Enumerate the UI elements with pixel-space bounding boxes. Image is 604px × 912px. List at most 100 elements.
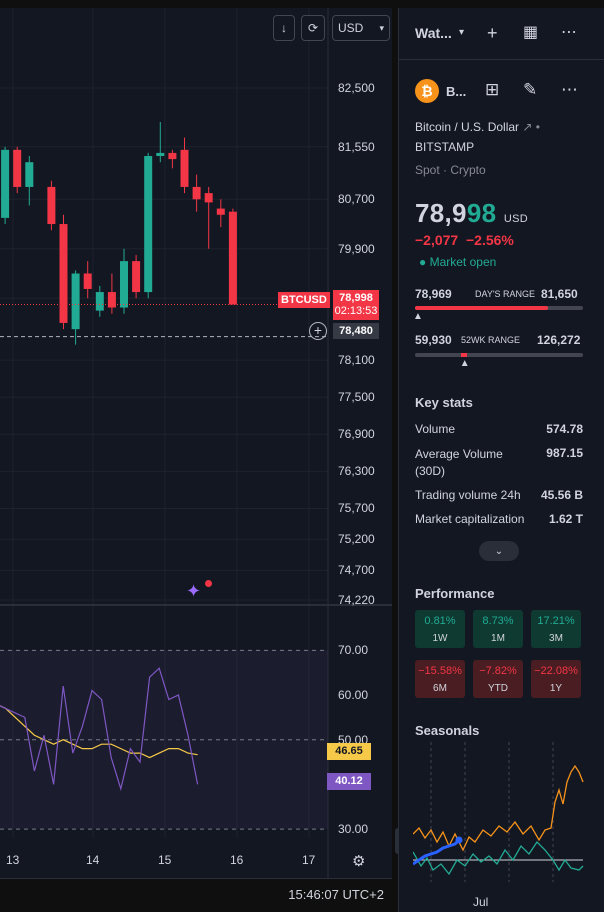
line-price-tag: 78,480 bbox=[333, 323, 379, 339]
chart-settings-icon[interactable]: ⚙ bbox=[352, 853, 366, 870]
instrument-type: Spot · Crypto bbox=[415, 163, 486, 177]
expand-stats-button[interactable]: ⌄ bbox=[479, 541, 519, 561]
time-axis-label: 14 bbox=[86, 853, 100, 867]
add-symbol-icon[interactable]: + bbox=[487, 23, 498, 43]
perf-period: 1Y bbox=[549, 683, 563, 694]
bottom-bar: 15:46:07 UTC+2 bbox=[0, 878, 392, 912]
more-options-icon[interactable]: ⋯ bbox=[561, 24, 577, 41]
stat-label: Average Volume (30D) bbox=[415, 447, 503, 478]
add-alert-icon[interactable]: + bbox=[309, 322, 327, 340]
top-strip bbox=[0, 0, 604, 8]
wk-range-marker-icon: ▲ bbox=[459, 358, 470, 369]
candle-body bbox=[216, 208, 225, 215]
price-axis-label: 74,700 bbox=[338, 563, 375, 578]
watchlist-title[interactable]: Wat... bbox=[415, 25, 452, 41]
edit-icon[interactable]: ✎ bbox=[523, 80, 538, 99]
candle-body bbox=[25, 162, 34, 187]
chart-pane[interactable]: ↓ ⟳ USD ▾ 82,50081,55080,70079,90079,100… bbox=[0, 8, 392, 878]
perf-tile-6m[interactable]: −15.58% 6M bbox=[415, 660, 465, 698]
perf-tile-1y[interactable]: −22.08% 1Y bbox=[531, 660, 581, 698]
perf-tile-1w[interactable]: 0.81% 1W bbox=[415, 610, 465, 648]
seasonals-current-point bbox=[455, 836, 463, 844]
stat-row: Volume 574.78 bbox=[415, 422, 583, 436]
price-axis-label: 76,300 bbox=[338, 464, 375, 479]
perf-period: 1M bbox=[491, 633, 505, 644]
perf-value: −15.58% bbox=[418, 665, 462, 677]
download-icon[interactable]: ↓ bbox=[273, 15, 295, 41]
day-range-bar bbox=[415, 306, 583, 310]
status-dot-icon: ● bbox=[419, 255, 427, 269]
candle-body bbox=[13, 149, 22, 187]
perf-period: 1W bbox=[432, 633, 448, 644]
stat-value: 987.15 bbox=[546, 446, 583, 460]
symbol-name[interactable]: Bitcoin / U.S. Dollar bbox=[415, 120, 520, 134]
more-options-icon[interactable]: ⋯ bbox=[561, 80, 578, 99]
change-row: −2,077 −2.56% bbox=[415, 232, 514, 248]
bitcoin-logo-icon: ₿ bbox=[415, 79, 439, 103]
pane-divider[interactable] bbox=[392, 8, 398, 912]
perf-period: YTD bbox=[488, 683, 508, 694]
symbol-short[interactable]: B... bbox=[446, 84, 467, 99]
price-chart[interactable] bbox=[0, 8, 392, 878]
price-display: 78,998 USD bbox=[415, 198, 528, 229]
candle-body bbox=[192, 186, 201, 200]
price-axis-label: 75,200 bbox=[338, 532, 375, 547]
rsi-axis-label: 70.00 bbox=[338, 643, 369, 658]
perf-tile-1m[interactable]: 8.73% 1M bbox=[473, 610, 523, 648]
seasonals-month-label: Jul bbox=[473, 895, 489, 909]
wk-range-label: 52WK RANGE bbox=[461, 335, 521, 345]
candle-body bbox=[180, 149, 189, 187]
price-axis-label: 76,900 bbox=[338, 427, 375, 442]
candles bbox=[1, 122, 237, 345]
seasonals-line-green bbox=[413, 840, 584, 876]
currency-value: USD bbox=[338, 21, 364, 35]
last-price: 78,998 bbox=[339, 292, 373, 304]
wk-range-bar bbox=[415, 353, 583, 357]
rsi-axis-label: 60.00 bbox=[338, 688, 369, 703]
table-view-icon[interactable]: ▦ bbox=[523, 24, 539, 41]
candle-body bbox=[156, 152, 165, 157]
perf-value: 8.73% bbox=[482, 615, 514, 627]
stat-value: 1.62 T bbox=[548, 512, 583, 526]
external-link-icon[interactable]: ↗ bbox=[522, 120, 533, 134]
exchange[interactable]: BITSTAMP bbox=[415, 140, 475, 154]
market-status[interactable]: Market open bbox=[429, 255, 497, 269]
price-axis-label: 74,220 bbox=[338, 593, 375, 607]
rsi-ma-line bbox=[0, 705, 198, 759]
price-axis-label: 82,500 bbox=[338, 81, 375, 95]
price-currency: USD bbox=[503, 213, 528, 225]
perf-tile-3m[interactable]: 17.21% 3M bbox=[531, 610, 581, 648]
seasonals-chart[interactable] bbox=[413, 742, 593, 892]
rsi-ma-tag: 46.65 bbox=[327, 743, 371, 760]
perf-value: −7.82% bbox=[479, 665, 517, 677]
symbol-name-row: Bitcoin / U.S. Dollar ↗ • bbox=[415, 120, 540, 134]
wk-range-segment bbox=[460, 353, 467, 357]
currency-select[interactable]: USD ▾ bbox=[332, 15, 390, 41]
key-stats-title: Key stats bbox=[415, 395, 473, 410]
price-change-pct: −2.56% bbox=[466, 232, 514, 248]
candle-body bbox=[107, 292, 116, 308]
chevron-down-icon[interactable]: ▾ bbox=[459, 27, 465, 38]
refresh-icon[interactable]: ⟳ bbox=[301, 15, 325, 41]
candle-body bbox=[1, 149, 10, 218]
stat-label: Trading volume 24h bbox=[415, 488, 521, 502]
chart-grid bbox=[0, 8, 392, 878]
perf-tile-ytd[interactable]: −7.82% YTD bbox=[473, 660, 523, 698]
layout-grid-icon[interactable]: ⊞ bbox=[485, 80, 500, 99]
chevron-down-icon: ⌄ bbox=[494, 545, 504, 557]
candle-body bbox=[95, 292, 104, 311]
ai-sparkle-icon[interactable]: ✦ bbox=[186, 581, 202, 601]
day-range-label: DAY'S RANGE bbox=[475, 289, 536, 299]
price-axis-label: 78,100 bbox=[338, 353, 375, 368]
stat-label: Market capitalization bbox=[415, 512, 525, 526]
candle-body bbox=[47, 186, 56, 225]
separator-dot: • bbox=[535, 120, 540, 134]
rsi-pane bbox=[0, 649, 328, 830]
stat-row: Trading volume 24h 45.56 B bbox=[415, 488, 583, 502]
seasonals-title: Seasonals bbox=[415, 723, 480, 738]
clock[interactable]: 15:46:07 UTC+2 bbox=[288, 887, 384, 902]
watchlist-panel: Wat... ▾ + ▦ ⋯ ₿ B... ⊞ ✎ ⋯ Bitcoin / U.… bbox=[398, 8, 604, 912]
candle-body bbox=[204, 193, 213, 203]
perf-period: 6M bbox=[433, 683, 447, 694]
